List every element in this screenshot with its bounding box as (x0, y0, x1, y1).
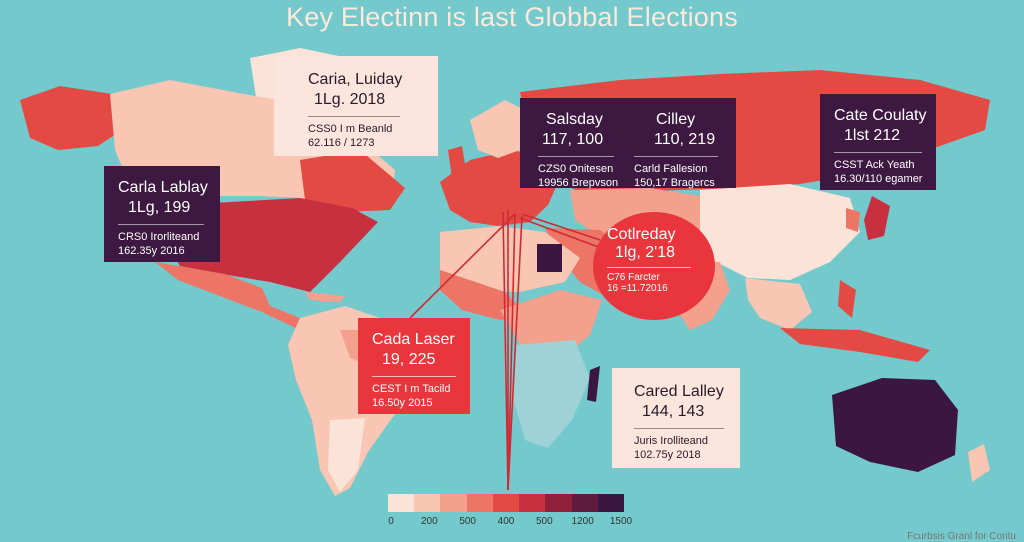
card-value: 1lst 212 (844, 127, 901, 144)
card-value: 110, 219 (654, 131, 716, 148)
madagascar-region (587, 366, 600, 402)
card-value: 117, 100 (542, 131, 604, 148)
legend-swatches (388, 494, 624, 512)
card-name: Carla Lablay (118, 179, 208, 196)
legend-swatch (571, 494, 598, 512)
legend-swatch (545, 494, 572, 512)
mexico-region (155, 262, 320, 332)
alaska-region (20, 86, 122, 150)
southeast-asia-region (745, 278, 812, 330)
card-detail: 162.35y 2016 (118, 245, 185, 257)
legend-tick-label: 200 (420, 516, 438, 527)
legend-tick-label: 500 (459, 516, 476, 527)
election-card: Cilley 110, 219 Carld Fallesion 150,17 B… (624, 98, 736, 189)
card-divider (308, 116, 400, 117)
legend-swatch (597, 494, 624, 512)
legend-swatch (440, 494, 467, 512)
map-title: Key Electinn is last Globbal Elections (286, 2, 738, 32)
argentina-region (328, 418, 365, 492)
china-region (700, 184, 860, 280)
australia-region (832, 378, 958, 472)
south-africa-region (512, 340, 590, 448)
card-detail: 102.75y 2018 (634, 449, 701, 461)
card-value: 144, 143 (642, 403, 705, 420)
card-name: Caria, Luiday (308, 71, 403, 88)
card-detail: Juris Irolliteand (634, 435, 708, 447)
card-detail: C76 Farcter (607, 272, 660, 283)
card-name: Cada Laser (372, 331, 455, 348)
central-africa-region (500, 290, 602, 360)
card-divider (372, 376, 456, 377)
card-detail: 16.30/110 egamer (834, 173, 923, 185)
card-detail: CSS0 I m Beanld (308, 123, 393, 135)
card-divider (607, 267, 691, 268)
card-value: 1Lg, 199 (128, 199, 191, 216)
card-divider (634, 156, 718, 157)
election-card: Salsday 117, 100 CZS0 Onitesen 19956 Bre… (520, 98, 624, 189)
card-value: 19, 225 (382, 351, 436, 368)
card-detail: 16 =11.72016 (607, 283, 668, 294)
card-name: Cotlreday (607, 226, 676, 243)
legend-swatch (519, 494, 546, 512)
color-legend: 0 200 500 400 500 1200 1500 (388, 494, 632, 527)
canada-east-region (300, 150, 405, 212)
legend-tick-label: 500 (535, 516, 553, 527)
card-value: 1lg, 2'18 (615, 244, 675, 261)
legend-ticks: 0 200 500 400 500 1200 1500 (388, 516, 632, 528)
card-name: Salsday (546, 111, 603, 128)
card-detail: CZS0 Onitesen (538, 163, 614, 175)
card-detail: 62.116 / 1273 (308, 137, 375, 149)
card-detail: 150,17 Bragercs (634, 177, 715, 189)
election-card: Cared Lalley 144, 143 Juris Irolliteand … (612, 368, 740, 468)
north-africa-region (440, 226, 580, 292)
card-divider (634, 428, 724, 429)
egypt-region (537, 244, 562, 272)
card-value: 1Lg. 2018 (314, 91, 386, 108)
card-detail: CSST Ack Yeath (834, 159, 915, 171)
card-detail: 19956 Brepvson (538, 177, 619, 189)
card-detail: CRS0 Irorliteand (118, 231, 200, 243)
caribbean-region (305, 292, 345, 302)
card-divider (538, 156, 614, 157)
election-card: Carla Lablay 1Lg, 199 CRS0 Irorliteand 1… (104, 166, 220, 262)
new-zealand-region (968, 444, 990, 482)
election-card: Cotlreday 1lg, 2'18 C76 Farcter 16 =11.7… (593, 212, 715, 320)
election-card: Cada Laser 19, 225 CEST I m Tacild 16.50… (358, 318, 470, 414)
indonesia-region (780, 328, 930, 362)
card-divider (118, 224, 204, 225)
scandinavia-region (470, 100, 528, 158)
legend-swatch (492, 494, 520, 512)
card-name: Cared Lalley (634, 383, 724, 400)
legend-tick-label: 0 (388, 516, 394, 527)
election-card: Cate Coulaty 1lst 212 CSST Ack Yeath 16.… (820, 94, 936, 190)
uk-region (448, 146, 466, 178)
card-divider (834, 152, 922, 153)
legend-tick-label: 1200 (571, 516, 594, 527)
japan-region (864, 196, 890, 240)
card-detail: Carld Fallesion (634, 163, 708, 175)
card-detail: 16.50y 2015 (372, 397, 433, 409)
connector-lines (409, 210, 613, 491)
philippines-region (838, 280, 856, 318)
legend-swatch (388, 494, 415, 512)
card-detail: CEST I m Tacild (372, 383, 451, 395)
election-card: Caria, Luiday 1Lg. 2018 CSS0 I m Beanld … (274, 56, 438, 156)
legend-swatch (414, 494, 441, 512)
legend-tick-label: 400 (497, 516, 515, 527)
source-note: Fcurbsis Granl for Contu (907, 531, 1016, 542)
legend-swatch (466, 494, 493, 512)
card-name: Cate Coulaty (834, 107, 927, 124)
korea-region (846, 208, 860, 232)
legend-tick-label: 1500 (609, 516, 633, 527)
card-name: Cilley (656, 111, 696, 128)
